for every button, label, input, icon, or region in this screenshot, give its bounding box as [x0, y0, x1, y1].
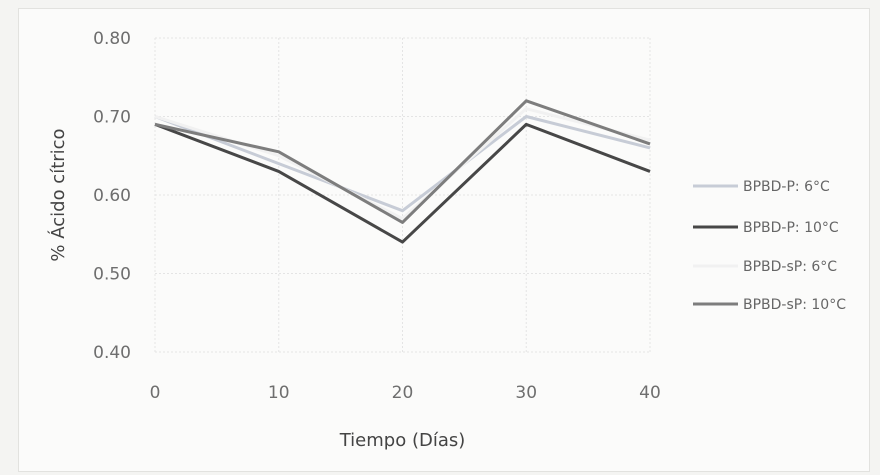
gridlines — [154, 37, 651, 353]
series-line-3 — [154, 99, 651, 224]
legend-label-0: BPBD-P: 6°C — [743, 179, 830, 195]
x-axis-ticks: 0 10 20 30 40 — [150, 383, 661, 403]
series-line-1 — [154, 122, 651, 244]
legend-label-3: BPBD-sP: 10°C — [743, 297, 846, 313]
y-axis-title: % Ácido cítrico — [47, 128, 69, 261]
x-tick-label-3: 30 — [515, 383, 537, 403]
chart-area — [18, 8, 870, 472]
legend: BPBD-P: 6°C BPBD-P: 10°C BPBD-sP: 6°C BPBD-… — [693, 179, 846, 313]
legend-label-2: BPBD-sP: 6°C — [743, 259, 837, 275]
y-tick-label-0: 0.40 — [93, 343, 131, 363]
y-tick-label-1: 0.50 — [93, 265, 131, 285]
y-tick-label-3: 0.70 — [93, 108, 131, 128]
legend-label-1: BPBD-P: 10°C — [743, 220, 839, 236]
x-axis-title: Tiempo (Días) — [339, 430, 466, 451]
x-tick-label-2: 20 — [392, 383, 414, 403]
x-tick-label-4: 40 — [639, 383, 661, 403]
series-line-0 — [154, 115, 651, 213]
series-lines — [154, 99, 651, 244]
y-tick-label-4: 0.80 — [93, 29, 131, 49]
x-tick-label-0: 0 — [150, 383, 161, 403]
y-axis-ticks: 0.40 0.50 0.60 0.70 0.80 — [93, 29, 131, 363]
y-tick-label-2: 0.60 — [93, 186, 131, 206]
x-tick-label-1: 10 — [268, 383, 290, 403]
